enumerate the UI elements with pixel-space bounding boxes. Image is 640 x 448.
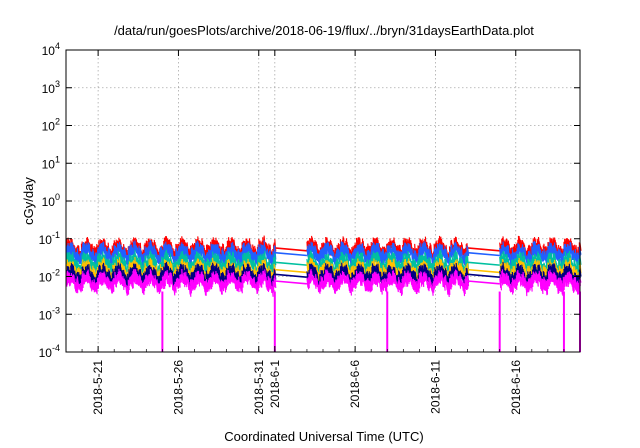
x-tick-label: 2018-5-21 xyxy=(91,360,105,415)
series-gap-line xyxy=(274,261,308,266)
x-tick-label: 2018-6-11 xyxy=(428,360,442,414)
series-line xyxy=(306,268,470,298)
y-tick-label: 101 xyxy=(42,154,60,171)
series-gap-line xyxy=(274,280,308,285)
x-axis: 2018-5-21 2018-5-26 2018-5-31 2018-6-1 2018-… xyxy=(65,50,581,415)
y-tick-label: 100 xyxy=(42,192,60,209)
y-tick-label: 104 xyxy=(42,41,60,58)
series-gap-line xyxy=(467,251,500,257)
series-gap-line xyxy=(274,247,308,252)
x-tick-label: 2018-6-1 xyxy=(268,360,282,408)
chart-title: /data/run/goesPlots/archive/2018-06-19/f… xyxy=(114,23,534,38)
series-group xyxy=(65,268,582,298)
y-tick-label: 10-4 xyxy=(39,343,60,360)
series-gap-line xyxy=(274,251,308,257)
series-line xyxy=(499,269,582,297)
y-tick-label: 10-2 xyxy=(39,268,60,285)
y-axis-label: cGy/day xyxy=(21,177,36,225)
plot-area xyxy=(65,49,582,353)
series-gap-line xyxy=(467,261,500,266)
x-axis-label: Coordinated Universal Time (UTC) xyxy=(224,429,423,444)
series-line xyxy=(65,268,277,297)
series-gap-line xyxy=(467,273,500,278)
series-gap-line xyxy=(274,268,308,274)
x-tick-label: 2018-6-6 xyxy=(348,360,362,408)
x-tick-label: 2018-5-31 xyxy=(252,360,266,415)
series-line xyxy=(306,241,470,269)
y-tick-label: 103 xyxy=(42,79,60,96)
series-line xyxy=(499,250,582,278)
y-tick-label: 102 xyxy=(42,117,60,134)
series-gap-line xyxy=(467,280,500,285)
x-tick-label: 2018-6-16 xyxy=(509,360,523,415)
series-gap-line xyxy=(274,273,308,278)
x-tick-label: 2018-5-26 xyxy=(171,360,185,415)
y-tick-label: 10-1 xyxy=(39,230,60,247)
series-gap-line xyxy=(467,268,500,274)
y-axis: 10-4 10-3 10-2 10-1 100 101 102 103 104 xyxy=(39,41,580,360)
y-tick-label: 10-3 xyxy=(39,305,60,322)
series-gap-line xyxy=(467,247,500,252)
